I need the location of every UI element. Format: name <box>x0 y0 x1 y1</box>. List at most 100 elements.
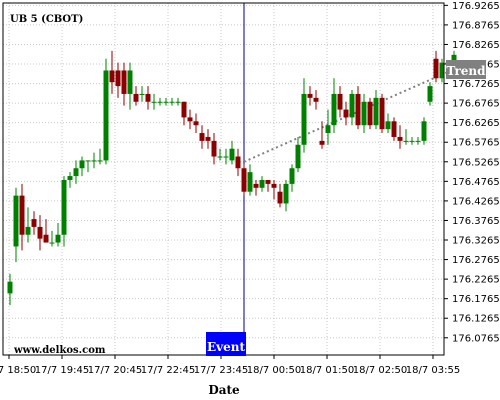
candle <box>31 211 37 235</box>
candle-body <box>331 93 337 126</box>
candle-body <box>235 156 241 169</box>
candle <box>181 101 187 126</box>
y-tick-label: 176.8765 <box>452 20 500 31</box>
candle-body <box>265 179 271 184</box>
candle <box>343 101 349 126</box>
candle-body <box>397 136 403 141</box>
y-tick-label: 176.9265 <box>452 1 500 12</box>
candle <box>61 176 67 247</box>
y-tick-label: 176.3765 <box>452 216 500 227</box>
candle-body <box>193 121 199 126</box>
candle <box>229 140 235 165</box>
candle-body <box>49 242 55 244</box>
x-tick-label: 18/7 02:50 <box>353 365 407 376</box>
candle <box>91 152 97 169</box>
candles <box>7 50 457 306</box>
candle-body <box>7 281 13 294</box>
candle-body <box>307 93 313 98</box>
candle-body <box>169 101 175 103</box>
candle-body <box>373 97 379 126</box>
y-tick-label: 176.2765 <box>452 255 500 266</box>
candle <box>331 78 337 134</box>
candle <box>151 93 157 110</box>
candle <box>205 129 211 149</box>
candle <box>37 215 43 251</box>
candle-body <box>277 191 283 204</box>
candle-body <box>415 140 421 142</box>
candle-body <box>427 86 433 102</box>
candle <box>157 97 163 106</box>
candle <box>409 136 415 145</box>
candle-body <box>391 121 397 137</box>
candle <box>73 160 79 184</box>
candle-body <box>271 183 277 188</box>
candle-body <box>421 121 427 141</box>
candle <box>379 93 385 134</box>
candle <box>391 117 397 141</box>
candle <box>193 113 199 134</box>
candle <box>127 62 133 110</box>
candle-body <box>85 160 91 162</box>
candle-body <box>103 70 109 161</box>
candle <box>85 160 91 173</box>
y-tick-label: 176.0765 <box>452 333 500 344</box>
candle-body <box>379 97 385 130</box>
candle-body <box>175 101 181 103</box>
candle-body <box>187 117 193 122</box>
candle <box>43 219 49 243</box>
event-label-box <box>206 332 246 356</box>
candle-body <box>25 226 31 235</box>
candle-body <box>241 168 247 192</box>
candle-body <box>31 219 37 227</box>
candle-body <box>127 70 133 94</box>
trend-label-text: Trend <box>446 64 486 78</box>
candle <box>139 86 145 102</box>
y-tick-label: 176.5765 <box>452 138 500 149</box>
candle <box>175 97 181 106</box>
candle-body <box>121 70 127 94</box>
candle <box>325 109 331 145</box>
candle-body <box>163 101 169 103</box>
candle <box>307 86 313 106</box>
candle <box>397 125 403 149</box>
candle <box>109 50 115 94</box>
candle-body <box>259 179 265 188</box>
candle <box>295 136 301 173</box>
candle <box>133 86 139 106</box>
y-axis-ticks: 176.9265176.8765176.8265176.7765176.7265… <box>444 1 500 344</box>
y-tick-label: 176.1265 <box>452 314 500 325</box>
y-tick-label: 176.6265 <box>452 118 500 129</box>
x-tick-label: 17/7 20:45 <box>88 365 142 376</box>
candle <box>97 148 103 165</box>
trend-line <box>243 63 467 163</box>
candle <box>103 58 109 165</box>
candle-body <box>67 176 73 180</box>
y-tick-label: 176.4265 <box>452 196 500 207</box>
candle-body <box>145 93 151 102</box>
candle-body <box>13 195 19 247</box>
candle <box>223 148 229 165</box>
candle <box>433 50 439 83</box>
candle <box>361 93 367 134</box>
candle-body <box>109 70 115 83</box>
candle-body <box>313 97 319 102</box>
chart-title: UB 5 (CBOT) <box>10 14 83 25</box>
candle <box>241 164 247 196</box>
candle-body <box>229 148 235 161</box>
x-tick-label: 18/7 01:50 <box>300 365 354 376</box>
candle <box>265 179 271 192</box>
candle <box>373 90 379 130</box>
x-tick-label: 17/7 18:50 <box>0 365 36 376</box>
candle <box>283 179 289 212</box>
candle-body <box>361 101 367 126</box>
candle-body <box>355 93 361 126</box>
candle-body <box>133 93 139 102</box>
y-tick-label: 176.6765 <box>452 99 500 110</box>
candle-body <box>139 93 145 95</box>
candle-body <box>73 168 79 177</box>
candle-body <box>55 234 61 243</box>
trend-label-box <box>446 60 486 79</box>
watermark: www.delkos.com <box>13 345 106 356</box>
candle-body <box>289 168 295 184</box>
